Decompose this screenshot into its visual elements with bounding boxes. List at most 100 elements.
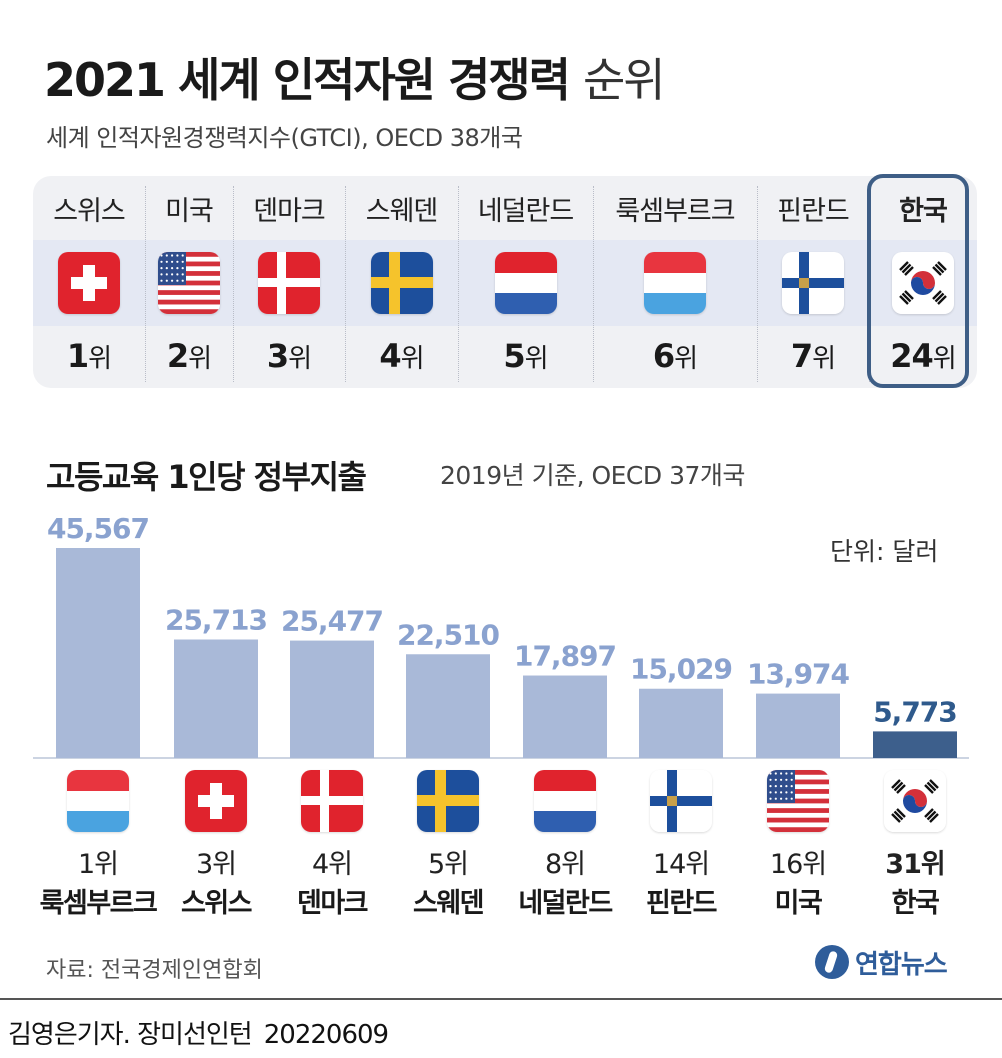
- bar-category-rank: 3위: [195, 849, 237, 880]
- rank-suffix: 위: [524, 344, 549, 374]
- bar-value-label: 13,974: [747, 658, 850, 691]
- bar-category-caption: 16위 미국: [733, 842, 863, 920]
- bar-category-rank: 14위: [652, 849, 710, 880]
- bar-category-rank: 31위: [885, 849, 945, 880]
- bar-category-name: 한국: [891, 888, 940, 919]
- bar-value-label: 22,510: [397, 618, 500, 651]
- rank-suffix: 위: [400, 344, 425, 374]
- bar-2: [174, 639, 258, 758]
- ranking-country-name: 덴마크: [253, 195, 326, 227]
- ranking-column-divider: [593, 186, 594, 382]
- bar-6: [639, 688, 723, 758]
- rank-number: 1: [66, 337, 89, 375]
- rank-suffix: 위: [674, 344, 698, 374]
- source-note: 자료: 전국경제인연합회: [46, 958, 263, 983]
- bar-value-label: 45,567: [47, 512, 149, 545]
- ranking-column-divider: [145, 186, 146, 382]
- ranking-rank-value: 7위: [790, 337, 836, 375]
- ranking-column-divider: [458, 186, 459, 382]
- ranking-country-name: 핀란드: [777, 195, 850, 227]
- credit-line: 김영은기자. 장미선인턴 20220609: [8, 1014, 389, 1051]
- logo-text: 연합뉴스: [855, 949, 948, 980]
- finland-flag-icon: [650, 770, 712, 832]
- bar-category-name: 스웨덴: [412, 888, 485, 919]
- ranking-rank-value: 5위: [503, 337, 549, 375]
- page-title: 2021 세계 인적자원 경쟁력 순위: [44, 44, 666, 110]
- ranking-rank-value: 6위: [652, 337, 698, 375]
- ranking-rank-value: 2위: [166, 337, 212, 375]
- luxembourg-flag-icon: [644, 252, 706, 314]
- ranking-country-name: 미국: [165, 195, 214, 227]
- bar-category-rank: 8위: [544, 849, 586, 880]
- bar-7: [756, 693, 840, 758]
- rank-number: 7: [790, 337, 813, 375]
- rank-number: 24: [890, 337, 934, 375]
- rank-number: 5: [503, 337, 525, 375]
- ranking-column-divider: [345, 186, 346, 382]
- bar-value-label: 15,029: [630, 653, 732, 686]
- unit-label: 단위: 달러: [830, 537, 939, 566]
- bar-category-rank: 16위: [769, 849, 827, 880]
- ranking-country-row: 스위스 미국 덴마크 스웨덴 네덜란드 룩셈부르크 핀란드 한국: [33, 186, 977, 230]
- sweden-flag-icon: [370, 252, 433, 314]
- ranking-country-name: 스웨덴: [365, 195, 439, 227]
- ranking-country-name: 한국: [899, 195, 948, 227]
- bar-value-label: 5,773: [873, 695, 957, 728]
- bar-category-name: 룩셈부르크: [39, 888, 158, 919]
- bar-category-name: 핀란드: [645, 888, 718, 919]
- rank-suffix: 위: [288, 344, 312, 374]
- bar-1: [56, 548, 140, 758]
- denmark-flag-icon: [258, 252, 320, 314]
- bar-category-rank: 4위: [311, 849, 353, 880]
- bar-category-name: 덴마크: [296, 888, 369, 919]
- ranking-rank-row: 1위 2위 3위 4위 5위 6위 7위 24위: [33, 330, 977, 382]
- bar-value-label: 25,713: [165, 603, 267, 636]
- page-subtitle: 세계 인적자원경쟁력지수(GTCI), OECD 38개국: [46, 124, 523, 152]
- switzerland-flag-icon: [58, 252, 120, 314]
- korea-highlight-box: [867, 174, 969, 388]
- bar-category-name: 스위스: [180, 888, 253, 919]
- denmark-flag-icon: [301, 770, 363, 832]
- rank-number: 3: [266, 337, 289, 375]
- credit-date: 20220609: [263, 1020, 389, 1050]
- ranking-rank-value: 1위: [66, 337, 112, 375]
- usa-flag-icon: [767, 770, 829, 832]
- bar-category-rank: 5위: [427, 849, 469, 880]
- bar-3: [290, 640, 374, 758]
- bar-5: [523, 675, 607, 758]
- ranking-rank-value: 24위: [890, 337, 957, 375]
- sweden-flag-icon: [417, 770, 479, 832]
- spending-subtitle: 2019년 기준, OECD 37개국: [440, 461, 745, 490]
- title-main: 2021 세계 인적자원 경쟁력: [44, 53, 571, 107]
- footer-divider: [0, 998, 1002, 1000]
- ranking-column-divider: [757, 186, 758, 382]
- korea-flag-icon: [884, 770, 946, 832]
- logo-icon: [815, 945, 849, 979]
- rank-suffix: 위: [812, 344, 836, 374]
- chart-flag-row: [0, 770, 1002, 832]
- bar-8: [873, 731, 957, 758]
- bar-category-rank: 1위: [77, 849, 119, 880]
- luxembourg-flag-icon: [67, 770, 129, 832]
- bar-value-label: 17,897: [514, 640, 616, 673]
- rank-suffix: 위: [932, 344, 957, 374]
- bar-category-name: 네덜란드: [518, 888, 613, 919]
- credit-authors: 김영은기자. 장미선인턴: [8, 1020, 253, 1050]
- switzerland-flag-icon: [185, 770, 247, 832]
- usa-flag-icon: [158, 252, 220, 314]
- rank-number: 2: [166, 337, 189, 375]
- spending-title: 고등교육 1인당 정부지출: [46, 458, 367, 496]
- ranking-country-name: 룩셈부르크: [615, 195, 735, 227]
- ranking-rank-value: 3위: [266, 337, 312, 375]
- ranking-country-name: 스위스: [53, 195, 126, 227]
- rank-number: 4: [379, 337, 401, 375]
- bar-value-label: 25,477: [281, 605, 383, 638]
- rank-number: 6: [652, 337, 675, 375]
- korea-flag-icon: [892, 252, 954, 314]
